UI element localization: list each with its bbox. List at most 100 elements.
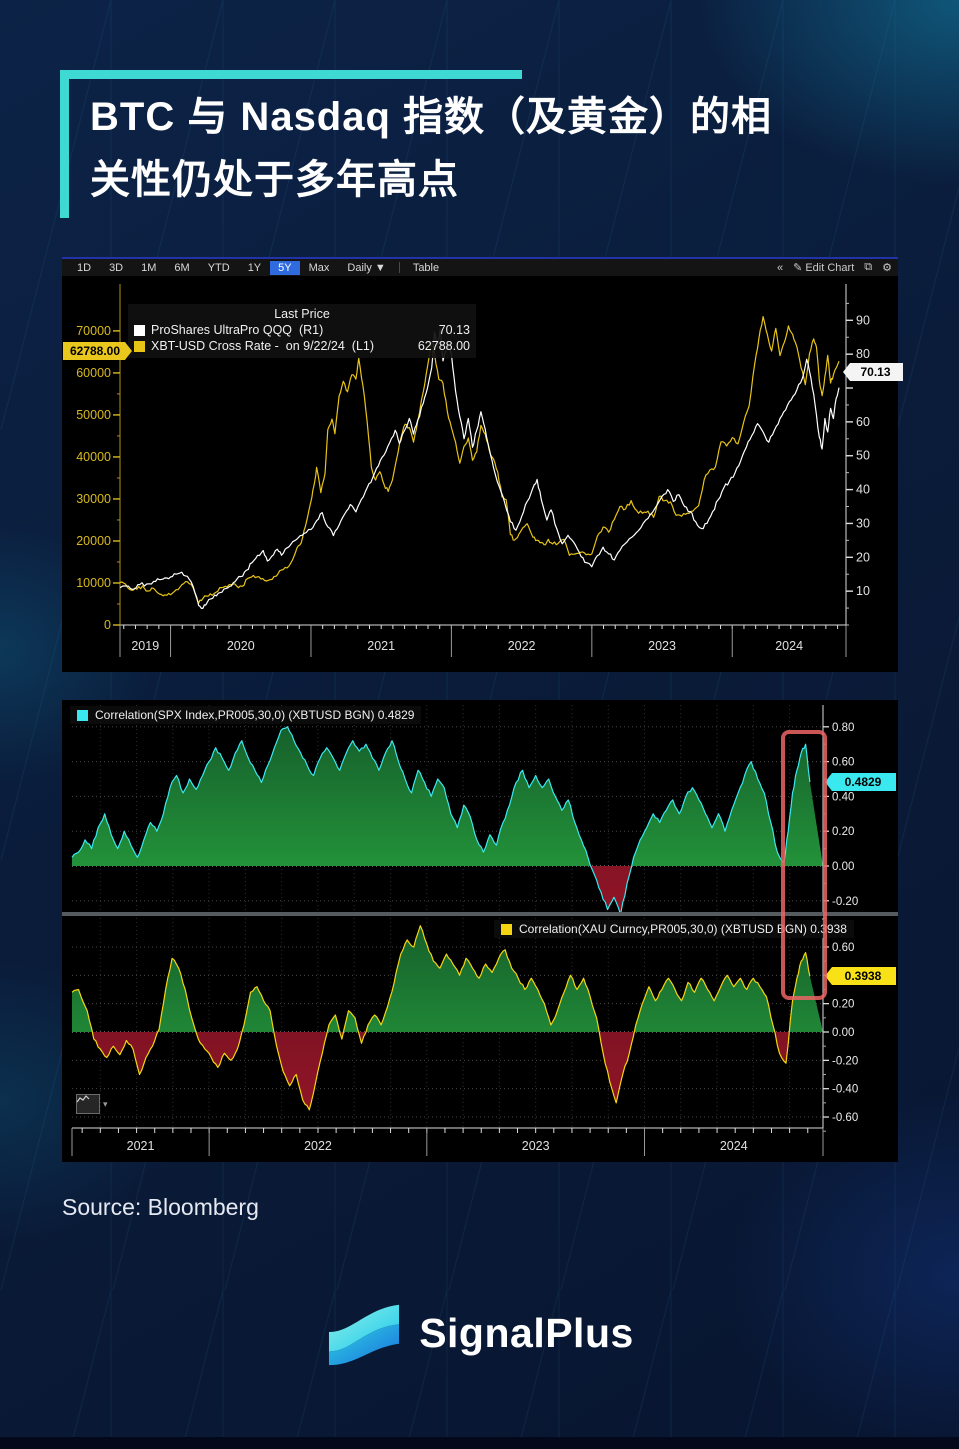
svg-text:-0.20: -0.20 (832, 896, 858, 908)
svg-text:0: 0 (104, 618, 111, 632)
recent-surge-highlight-box (781, 730, 827, 1000)
xbt-legend-value: 62788.00 (417, 339, 470, 353)
svg-text:50: 50 (856, 449, 870, 463)
xbt-swatch (134, 340, 145, 352)
xau-corr-last-badge: 0.3938 (825, 967, 896, 985)
page-title-line1: BTC 与 Nasdaq 指数（及黄金）的相 (90, 95, 773, 139)
svg-text:-0.60: -0.60 (832, 1112, 858, 1124)
svg-text:2021: 2021 (127, 1139, 155, 1153)
xbt-last-price-badge: 62788.00 (63, 342, 132, 360)
range-1d-button[interactable]: 1D (77, 261, 92, 274)
svg-text:70000: 70000 (76, 324, 111, 338)
price-left-axis: 0 10000 20000 30000 40000 50000 60000 70000 (76, 284, 121, 632)
xau-corr-swatch (501, 923, 512, 935)
svg-text:60: 60 (856, 415, 870, 429)
collapse-icon[interactable]: « (776, 261, 784, 274)
price-series-qqq (119, 328, 840, 609)
spx-correlation-legend: Correlation(SPX Index,PR005,30,0) (XBTUS… (70, 706, 422, 724)
panel-divider (62, 912, 898, 916)
svg-text:50000: 50000 (76, 408, 111, 422)
edit-chart-button[interactable]: ✎ Edit Chart (793, 261, 854, 274)
svg-text:0.00: 0.00 (832, 861, 854, 873)
svg-text:40: 40 (856, 483, 870, 497)
svg-text:90: 90 (856, 313, 870, 327)
svg-text:0.60: 0.60 (832, 757, 854, 769)
qqq-legend-value: 70.13 (438, 323, 470, 337)
svg-text:40000: 40000 (76, 450, 111, 464)
svg-text:2023: 2023 (648, 639, 676, 653)
svg-text:20: 20 (856, 550, 870, 564)
xbt-legend-label: XBT-USD Cross Rate - on 9/22/24 (L1) (151, 339, 375, 353)
line-chart-icon[interactable] (76, 1094, 100, 1114)
svg-text:30000: 30000 (76, 492, 111, 506)
range-1y-button[interactable]: 1Y (247, 261, 262, 274)
range-5y-button-selected[interactable]: 5Y (270, 260, 300, 275)
svg-text:2024: 2024 (775, 639, 803, 653)
qqq-legend-label: ProShares UltraPro QQQ (R1) (151, 323, 324, 337)
svg-text:2023: 2023 (522, 1139, 550, 1153)
title-block: BTC 与 Nasdaq 指数（及黄金）的相 关性仍处于多年高点 (60, 70, 772, 218)
title-accent-bar-top (60, 70, 522, 79)
spx-corr-swatch (77, 709, 88, 721)
svg-text:0.60: 0.60 (832, 942, 854, 954)
brand-lockup: SignalPlus (0, 1297, 959, 1369)
svg-text:30: 30 (856, 516, 870, 530)
table-button[interactable]: Table (412, 261, 440, 274)
range-3d-button[interactable]: 3D (109, 261, 124, 274)
price-series-xbt (119, 316, 840, 604)
toolbar-divider (398, 262, 400, 273)
qqq-swatch (134, 324, 145, 336)
range-6m-button[interactable]: 6M (174, 261, 190, 274)
corr-area-series (71, 925, 823, 1111)
svg-text:0.80: 0.80 (832, 722, 854, 734)
spx-corr-legend-text: Correlation(SPX Index,PR005,30,0) (XBTUS… (95, 708, 415, 722)
price-plot-area: 2019 2020 2021 2022 2023 2024 0 10000 20000 30000… (62, 276, 903, 672)
svg-text:0.20: 0.20 (832, 999, 854, 1011)
svg-text:0.20: 0.20 (832, 826, 854, 838)
svg-text:-0.20: -0.20 (832, 1055, 858, 1067)
svg-text:80: 80 (856, 347, 870, 361)
price-x-axis: 2019 2020 2021 2022 2023 2024 (119, 624, 847, 657)
svg-text:10000: 10000 (76, 576, 111, 590)
source-attribution: Source: Bloomberg (62, 1194, 259, 1220)
range-max-button[interactable]: Max (308, 261, 330, 274)
signalplus-logo-icon (329, 1304, 400, 1366)
svg-text:-0.40: -0.40 (832, 1084, 858, 1096)
spx-corr-last-badge: 0.4829 (825, 773, 896, 791)
bottom-edge-strip (0, 1437, 959, 1449)
page-title-line2: 关性仍处于多年高点 (90, 158, 459, 202)
chevron-down-icon[interactable]: ▾ (103, 1098, 108, 1109)
qqq-last-price-badge: 70.13 (843, 363, 903, 381)
svg-text:2022: 2022 (304, 1139, 332, 1153)
svg-text:2024: 2024 (720, 1139, 748, 1153)
range-1m-button[interactable]: 1M (141, 261, 157, 274)
svg-text:0.40: 0.40 (832, 791, 854, 803)
pencil-icon: ✎ (793, 262, 803, 274)
chart-type-widget[interactable]: ▾ (76, 1094, 108, 1114)
range-ytd-button[interactable]: YTD (207, 261, 230, 274)
chart-toolbar: 1D 3D 1M 6M YTD 1Y 5Y Max Daily ▼ Table … (62, 257, 898, 276)
svg-text:2019: 2019 (131, 639, 159, 653)
svg-text:2022: 2022 (508, 639, 536, 653)
svg-text:0.00: 0.00 (832, 1027, 854, 1039)
svg-text:2020: 2020 (227, 639, 255, 653)
corr-x-axis: 2021 2022 2023 2024 (71, 1127, 824, 1156)
period-dropdown[interactable]: Daily ▼ (347, 261, 386, 274)
corr-right-axis: 0.60 0.20 0.00 -0.20 -0.40 -0.60 (822, 918, 858, 1132)
settings-gear-icon[interactable]: ⚙ (882, 262, 892, 274)
corr-right-axis: 0.80 0.60 0.40 0.20 0.00 -0.20 (822, 705, 858, 919)
svg-text:2021: 2021 (367, 639, 395, 653)
price-legend: Last Price ProShares UltraPro QQQ (R1) 7… (128, 304, 476, 358)
legend-title: Last Price (274, 307, 330, 321)
page-title: BTC 与 Nasdaq 指数（及黄金）的相 关性仍处于多年高点 (60, 70, 772, 212)
correlation-plot-area: 0.80 0.60 0.40 0.20 0.00 -0.20 0.60 0.20 0.00 -0.… (62, 700, 898, 1162)
price-right-axis: 10 20 30 40 50 60 80 90 (845, 284, 870, 626)
price-chart-panel: 1D 3D 1M 6M YTD 1Y 5Y Max Daily ▼ Table … (62, 257, 903, 672)
correlation-chart-panel: 0.80 0.60 0.40 0.20 0.00 -0.20 0.60 0.20 0.00 -0.… (62, 700, 898, 1162)
corr-area-series (71, 726, 823, 916)
title-accent-bar-left (60, 70, 69, 218)
svg-text:10: 10 (856, 584, 870, 598)
svg-text:20000: 20000 (76, 534, 111, 548)
annotate-icon[interactable]: ⧉ (864, 261, 873, 273)
